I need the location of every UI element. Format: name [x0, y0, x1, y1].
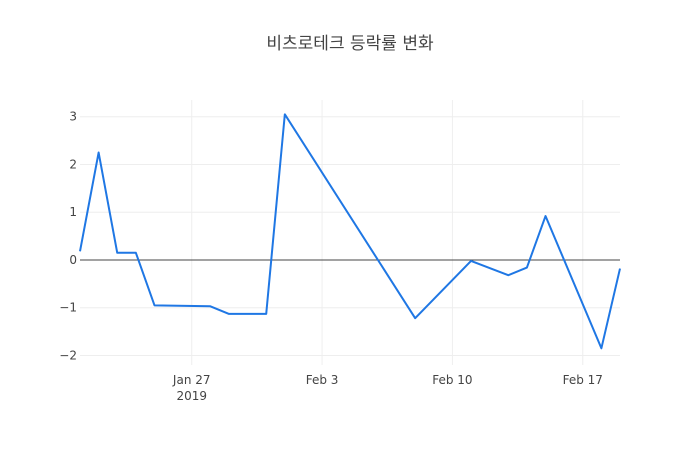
data-point[interactable] [148, 299, 160, 311]
y-tick-label: 1 [69, 205, 77, 219]
chart-title: 비츠로테크 등락률 변화 [266, 34, 434, 54]
data-point[interactable] [130, 247, 142, 259]
data-point[interactable] [223, 308, 235, 320]
series-layer [79, 108, 626, 354]
y-tick-label: −1 [59, 301, 77, 315]
data-point[interactable] [260, 308, 272, 320]
data-point[interactable] [540, 210, 552, 222]
y-tick-label: 2 [69, 157, 77, 171]
grid [80, 100, 620, 365]
y-tick-label: 3 [69, 110, 77, 124]
data-point[interactable] [502, 269, 514, 281]
x-tick-label: Feb 10 [432, 373, 472, 387]
data-point[interactable] [614, 263, 626, 275]
y-tick-label: −2 [59, 348, 77, 362]
series-line-0 [79, 113, 621, 350]
x-tick-label: Jan 27 [172, 373, 211, 387]
data-point[interactable] [204, 300, 216, 312]
data-point[interactable] [409, 312, 421, 324]
x-axis: Jan 27 2019 Feb 3 Feb 10 Feb 17 [172, 373, 603, 403]
data-point[interactable] [279, 108, 291, 120]
data-point[interactable] [93, 147, 105, 159]
y-axis: 3 2 1 0 −1 −2 [59, 110, 77, 363]
x-tick-label: Feb 17 [563, 373, 603, 387]
x-tick-label: Feb 3 [306, 373, 339, 387]
data-point[interactable] [111, 247, 123, 259]
x-tick-sublabel: 2019 [176, 389, 207, 403]
data-point[interactable] [465, 255, 477, 267]
data-point[interactable] [521, 262, 533, 274]
data-point[interactable] [595, 342, 607, 354]
y-tick-label: 0 [69, 253, 77, 267]
